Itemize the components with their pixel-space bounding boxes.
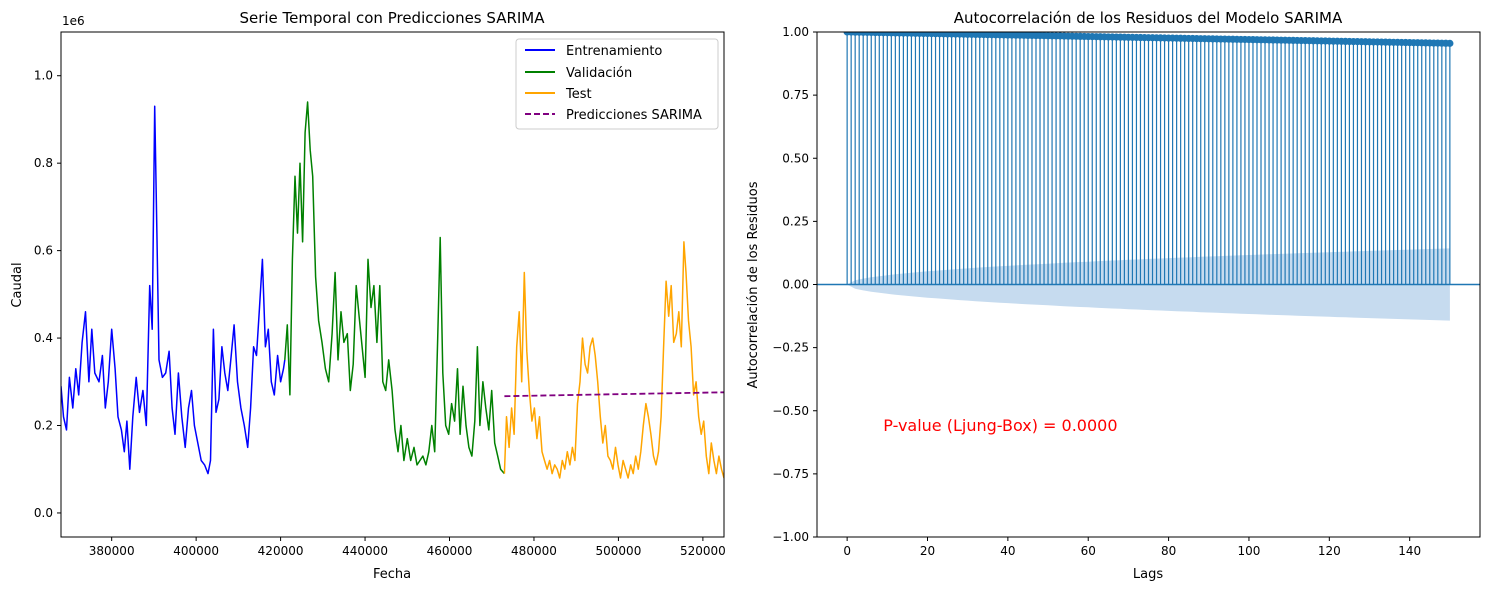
y-axis-ticks: 0.0 0.2 0.4 0.6 0.8 1.0 [34,69,61,520]
series-group [61,101,724,479]
y-tick-label: 0.00 [782,278,809,292]
series-line-3 [504,391,724,398]
x-tick-label: 440000 [342,544,388,558]
acf-stems [817,32,1480,286]
legend-label-predicciones: Predicciones SARIMA [566,108,702,123]
x-axis-label: Lags [1133,567,1163,582]
series-line-1 [284,101,505,475]
y-tick-label: 0.8 [34,156,53,170]
acf-marker [1446,39,1454,47]
x-tick-label: 520000 [680,544,726,558]
x-tick-label: 480000 [511,544,557,558]
y-tick-label: −1.00 [772,530,809,544]
y-tick-label: −0.25 [772,341,809,355]
legend-box [515,38,719,130]
ljung-box-annotation: P-value (Ljung-Box) = 0.0000 [883,416,1117,435]
legend-label-entrenamiento: Entrenamiento [566,44,662,59]
x-tick-label: 40 [1000,544,1015,558]
legend: Entrenamiento Validación Test Prediccion… [515,38,719,130]
y-tick-label: 0.50 [782,151,809,165]
x-tick-label: 400000 [173,544,219,558]
x-tick-label: 380000 [89,544,135,558]
series-line-2 [503,241,724,479]
y-tick-label: 1.00 [782,25,809,39]
x-tick-label: 420000 [258,544,304,558]
x-tick-label: 140 [1398,544,1421,558]
y-tick-label: 0.25 [782,214,809,228]
time-series-chart: Serie Temporal con Predicciones SARIMA 1… [10,9,726,582]
x-axis-ticks: 380000 400000 420000 440000 460000 480000 5000… [89,537,726,558]
x-tick-label: 60 [1081,544,1096,558]
plot-frame [60,31,725,538]
y-tick-label: −0.50 [772,404,809,418]
legend-label-test: Test [565,87,592,102]
plot-frame [816,31,1481,538]
y-tick-label: 0.4 [34,331,53,345]
y-tick-label: −0.75 [772,467,809,481]
y-tick-label: 0.0 [34,506,53,520]
x-tick-label: 0 [843,544,851,558]
x-tick-label: 100 [1238,544,1261,558]
acf-chart: Autocorrelación de los Residuos del Mode… [746,9,1481,582]
x-tick-label: 500000 [596,544,642,558]
x-tick-label: 120 [1318,544,1341,558]
legend-label-validacion: Validación [566,66,632,81]
x-axis-label: Fecha [373,567,411,582]
x-axis-ticks: 0 20 40 60 80 100 120 140 [843,537,1421,558]
y-axis-ticks: −1.00 −0.75 −0.50 −0.25 0.00 0.25 0.50 0.75 1.00 [772,25,817,544]
chart-title: Autocorrelación de los Residuos del Mode… [954,9,1343,27]
chart-title: Serie Temporal con Predicciones SARIMA [239,9,545,27]
y-tick-label: 0.75 [782,88,809,102]
y-tick-label: 1.0 [34,69,53,83]
x-tick-label: 20 [920,544,935,558]
y-offset-label: 1e6 [62,14,85,28]
y-tick-label: 0.2 [34,419,53,433]
y-axis-label: Autocorrelación de los Residuos [746,181,761,388]
y-tick-label: 0.6 [34,244,53,258]
series-line-0 [61,105,286,475]
x-tick-label: 460000 [427,544,473,558]
y-axis-label: Caudal [10,262,25,307]
x-tick-label: 80 [1161,544,1176,558]
